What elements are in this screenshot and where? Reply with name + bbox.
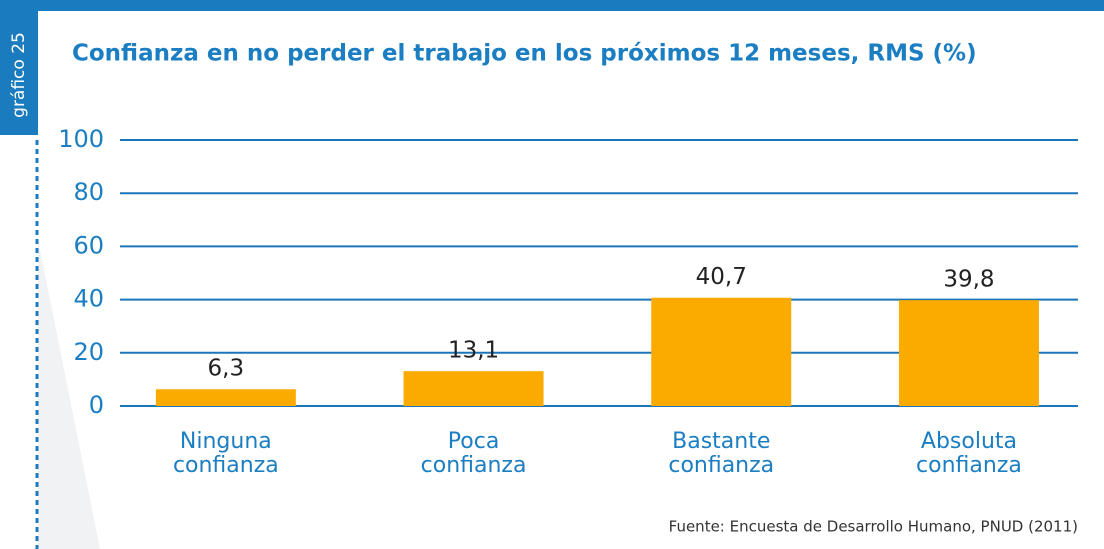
y-tick-label: 40 — [73, 285, 104, 313]
y-tick-label: 60 — [73, 231, 104, 259]
side-tab — [0, 0, 38, 135]
side-label: gráfico 25 — [9, 32, 29, 118]
value-label: 40,7 — [696, 264, 747, 290]
bar — [155, 389, 296, 406]
y-tick-label: 0 — [89, 391, 104, 419]
bar — [651, 297, 792, 406]
value-label: 39,8 — [943, 267, 994, 293]
x-tick-label: Bastante confianza — [668, 429, 774, 478]
value-label: 6,3 — [208, 356, 245, 382]
y-tick-label: 80 — [73, 178, 104, 206]
y-tick-label: 20 — [73, 338, 104, 366]
decor-shade — [38, 240, 100, 549]
y-tick-label: 100 — [58, 125, 104, 153]
source-note: Fuente: Encuesta de Desarrollo Humano, P… — [669, 518, 1078, 536]
bar — [403, 371, 544, 406]
x-tick-label: Absoluta confianza — [916, 429, 1022, 478]
value-label: 13,1 — [448, 338, 499, 364]
chart-title: Confianza en no perder el trabajo en los… — [72, 41, 977, 67]
x-tick-label: Poca confianza — [421, 429, 527, 478]
bar — [898, 300, 1039, 406]
x-tick-label: Ninguna confianza — [173, 429, 279, 478]
top-bar — [0, 0, 1104, 11]
